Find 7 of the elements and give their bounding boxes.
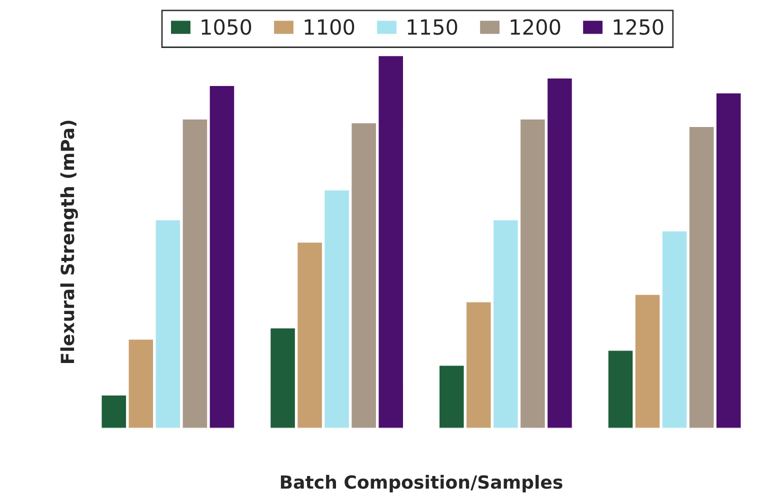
legend-label: 1250	[614, 19, 664, 35]
legend-label: 1150	[408, 19, 458, 35]
legend-label: 1100	[304, 19, 354, 35]
legend-label: 1050	[202, 19, 252, 35]
y-axis-title: Flexural Strength (mPa)	[60, 120, 78, 363]
legend-label: 1200	[510, 19, 560, 35]
x-axis-title: Batch Composition/Samples	[280, 474, 562, 492]
